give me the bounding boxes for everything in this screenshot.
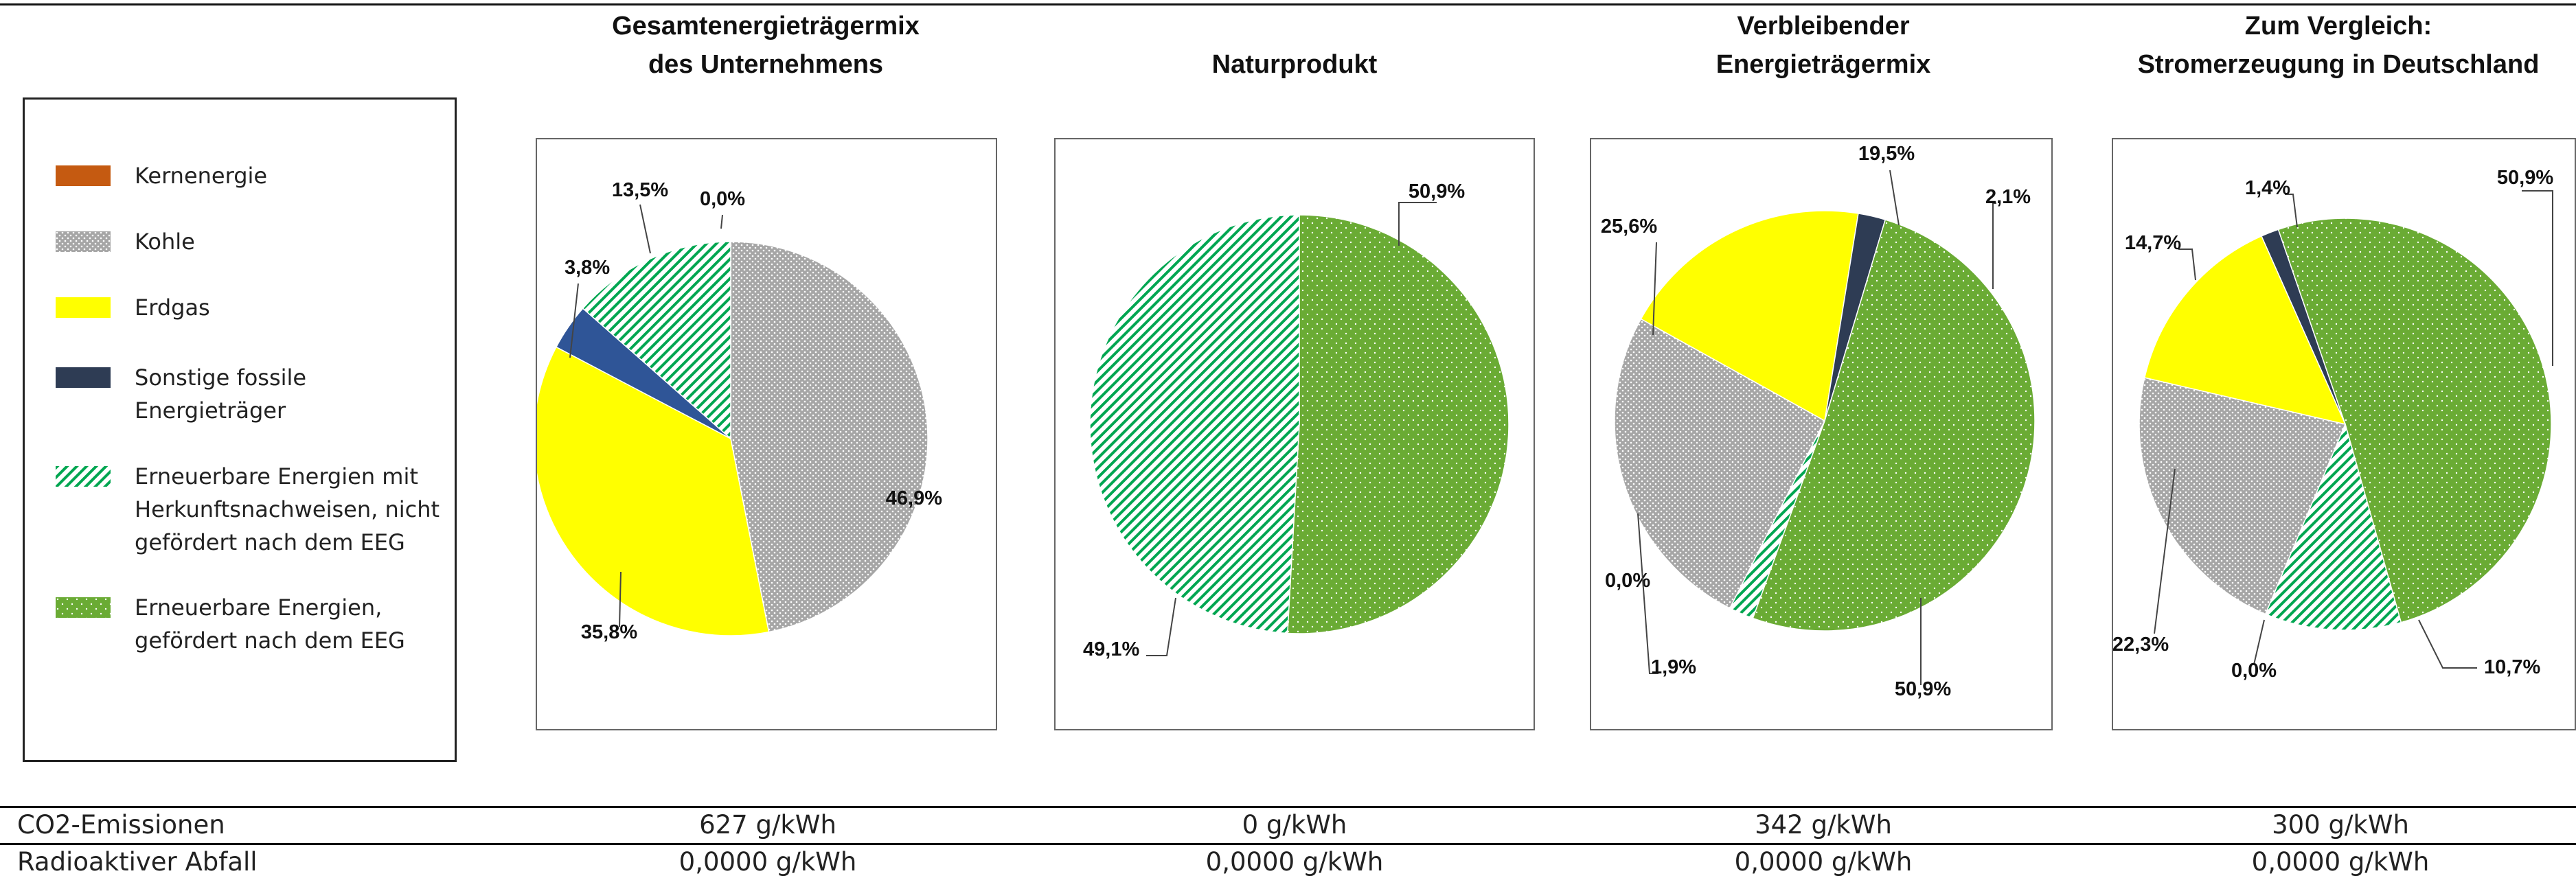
legend-swatch-kernenergie — [56, 165, 111, 186]
chart-title-vergleich: Zum Vergleich: Stromerzeugung in Deutsch… — [2137, 12, 2540, 79]
legend-swatch-erdgas — [56, 297, 111, 318]
abfall-value-vergleich: 0,0000 g/kWh — [2251, 847, 2430, 877]
legend-label-ee-herkunftsnachweis: Erneuerbare Energien mit Herkunftsnachwei… — [135, 463, 440, 555]
data-label-kohle: 46,9% — [886, 487, 942, 509]
legend-swatch-sonstige-fossile — [56, 367, 111, 388]
data-label-erneuerbare-energien-mit-herkunftsnachweisen-nicht-gefoerdert-nach-dem-eeg: 49,1% — [1083, 638, 1139, 660]
pie-slice-erdgas — [1640, 210, 1859, 422]
pie-slice-kohle — [730, 241, 928, 633]
pie-slice-erdgas — [537, 346, 770, 636]
pie-slice-kohle — [2139, 377, 2347, 615]
leader-line — [569, 283, 579, 358]
pie-slice-erneuerbare-energien-gefoerdert-nach-dem-eeg — [2277, 218, 2552, 623]
data-label-erneuerbare-energien-gefoerdert-nach-dem-eeg: 50,9% — [2497, 167, 2553, 189]
leader-line — [2522, 190, 2553, 366]
leader-line — [720, 214, 723, 229]
pie-slice-erneuerbare-energien-gefoerdert-nach-dem-eeg — [1286, 214, 1509, 634]
legend-box: Kernenergie Kohle Erdgas Sonstige fossil… — [23, 97, 457, 762]
top-rule — [0, 3, 2576, 5]
pie-slice-erneuerbare-energien-gefoerdert-nach-dem-eeg — [1752, 219, 2036, 632]
leader-line — [2178, 249, 2196, 281]
co2-value-vergleich: 300 g/kWh — [2272, 810, 2409, 840]
pie-chart-gesamtmix: 0,0% 46,9% 35,8% 3,8% 13,5% — [537, 179, 942, 643]
abfall-value-gesamtmix: 0,0000 g/kWh — [679, 847, 857, 877]
data-label-erneuerbare-energien-mit-herkunftsnachweisen-nicht-gefoerdert-nach-dem-eeg: 1,9% — [1651, 656, 1696, 678]
abfall-value-naturprodukt: 0,0000 g/kWh — [1205, 847, 1384, 877]
data-label-erdgas: 14,7% — [2125, 232, 2181, 254]
co2-value-gesamtmix: 627 g/kWh — [699, 810, 836, 840]
pie-slice-erneuerbare-energien-mit-herkunftsnachweisen-nicht-gefoerdert-nach-dem-eeg — [582, 241, 731, 440]
data-label-erdgas: 35,8% — [581, 621, 637, 643]
legend-label-kernenergie: Kernenergie — [135, 163, 268, 189]
data-label-kohle: 22,3% — [2113, 634, 2169, 656]
pie-slice-erneuerbare-energien-mit-herkunftsnachweisen-nicht-gefoerdert-nach-dem-eeg — [2264, 422, 2402, 631]
pie-frame-naturprodukt: 50,9% 49,1% — [1054, 138, 1535, 730]
row-label-co2: CO2-Emissionen — [17, 810, 225, 840]
leader-line — [1652, 242, 1657, 336]
co2-value-verbleibend: 342 g/kWh — [1755, 810, 1892, 840]
data-label-sonstige-fossile-energietraeger: 1,4% — [2245, 177, 2290, 199]
legend-label-sonstige-fossile: Sonstige fossile Energieträger — [135, 365, 307, 424]
leader-line — [619, 571, 622, 627]
table-rule-mid — [0, 843, 2576, 845]
co2-value-naturprodukt: 0 g/kWh — [1242, 810, 1347, 840]
data-label-sonstige-fossile-energietraeger: 2,1% — [1985, 186, 2031, 208]
pie-chart-vergleich: 1,4% 50,9% 10,7% 0,0% 22,3% 14,7% — [2113, 167, 2553, 682]
pie-chart-verbleibend: 0,0%19,5%2,1%50,9%1,9%25,6% — [1601, 143, 2036, 700]
chart-title-gesamtmix: Gesamtenergieträgermix des Unternehmens — [612, 12, 920, 79]
data-label-erneuerbare-energien-mit-herkunftsnachweisen-nicht-gefoerdert-nach-dem-eeg: 13,5% — [612, 179, 668, 201]
legend-swatch-ee-herkunftsnachweis — [56, 466, 111, 487]
legend-swatch-ee-eeg — [56, 597, 111, 618]
legend-label-erdgas: Erdgas — [135, 294, 210, 321]
leader-line — [1889, 170, 1900, 226]
pie-frame-vergleich: 1,4% 50,9% 10,7% 0,0% 22,3% 14,7% — [2112, 138, 2576, 730]
pie-slice-erneuerbare-energien-mit-herkunftsnachweisen-nicht-gefoerdert-nach-dem-eeg — [1089, 214, 1300, 634]
pie-chart-naturprodukt: 50,9% 49,1% — [1083, 181, 1509, 660]
data-label-sonstige-fossile-energietraeger: 3,8% — [565, 257, 610, 279]
chart-title-naturprodukt: Naturprodukt — [1211, 50, 1378, 79]
pie-frame-verbleibend: 0,0% 19,5% 2,1% 50,9% 1,9% 25,6% — [1590, 138, 2053, 730]
data-label-kernenergie: 0,0% — [700, 188, 745, 210]
data-label-erdgas: 19,5% — [1858, 143, 1915, 165]
leader-line — [2154, 468, 2176, 634]
leader-line — [1398, 202, 1437, 246]
pie-slice-kohle — [1614, 318, 1825, 610]
legend-label-ee-eeg: Erneuerbare Energien, gefördert nach dem … — [135, 594, 405, 654]
data-label-kohle: 25,6% — [1601, 216, 1657, 238]
leader-line — [1146, 597, 1176, 656]
table-rule-top — [0, 806, 2576, 808]
leader-line — [2253, 619, 2265, 665]
abfall-value-verbleibend: 0,0000 g/kWh — [1734, 847, 1913, 877]
legend-swatch-kohle — [56, 231, 111, 252]
data-label-erneuerbare-energien-mit-herkunftsnachweisen-nicht-gefoerdert-nach-dem-eeg: 10,7% — [2484, 656, 2540, 678]
leader-line — [639, 204, 651, 254]
row-label-radioaktiv: Radioaktiver Abfall — [17, 847, 258, 877]
data-label-erneuerbare-energien-gefoerdert-nach-dem-eeg: 50,9% — [1409, 181, 1465, 203]
chart-title-verbleibend: Verbleibender Energieträgermix — [1716, 12, 1931, 79]
leader-line — [1992, 203, 1996, 289]
legend-label-kohle: Kohle — [135, 229, 195, 255]
leader-line — [2418, 619, 2477, 669]
pie-frame-gesamtmix: 0,0% 46,9% 35,8% 3,8% 13,5% — [536, 138, 997, 730]
leader-line — [2285, 194, 2298, 228]
data-label-kernenergie: 0,0% — [2231, 660, 2277, 682]
data-label-erneuerbare-energien-gefoerdert-nach-dem-eeg: 50,9% — [1895, 678, 1951, 700]
leader-line — [1637, 513, 1659, 674]
pie-slice-erdgas — [2143, 235, 2347, 426]
